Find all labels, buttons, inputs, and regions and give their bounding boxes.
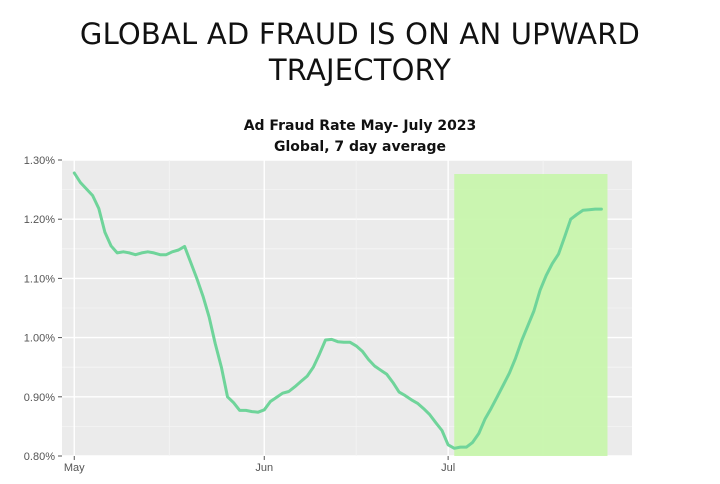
headline-line-2: TRAJECTORY xyxy=(268,53,452,87)
series-line-0 xyxy=(72,171,603,450)
y-tick-label: 1.30% xyxy=(24,155,55,167)
headline: GLOBAL AD FRAUD IS ON AN UPWARD TRAJECTO… xyxy=(0,16,720,88)
headline-line-1: GLOBAL AD FRAUD IS ON AN UPWARD xyxy=(79,17,641,51)
y-tick-label: 0.80% xyxy=(24,451,55,463)
y-tick-label: 1.10% xyxy=(24,273,55,285)
chart-title: Ad Fraud Rate May- July 2023 xyxy=(243,118,477,134)
x-tick-label: Jun xyxy=(255,462,273,474)
chart-subtitle: Global, 7 day average xyxy=(274,139,446,155)
x-tick-label: May xyxy=(64,462,85,474)
x-tick-label: Jul xyxy=(441,462,455,474)
y-tick-label: 1.00% xyxy=(24,333,55,345)
chart-title-block: Ad Fraud Rate May- July 2023 Global, 7 d… xyxy=(0,116,720,158)
y-tick-label: 0.90% xyxy=(24,392,55,404)
y-tick-label: 1.20% xyxy=(24,214,55,226)
